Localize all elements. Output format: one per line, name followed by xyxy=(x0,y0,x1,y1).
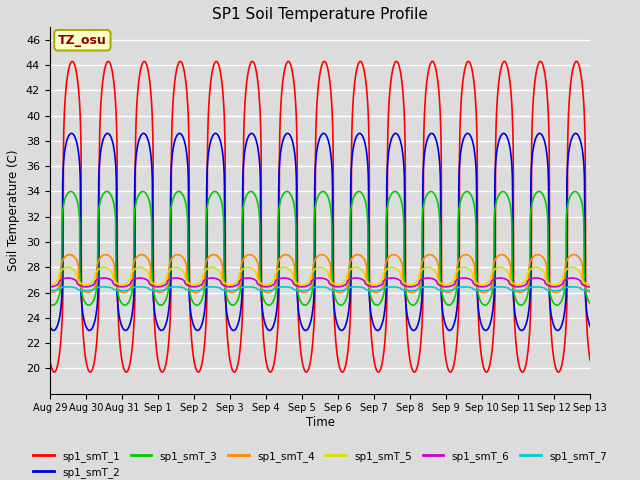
Line: sp1_smT_1: sp1_smT_1 xyxy=(50,61,590,372)
sp1_smT_4 xyxy=(518,289,525,295)
sp1_smT_4 xyxy=(48,289,56,295)
sp1_smT_6 xyxy=(140,276,148,281)
sp1_smT_5 xyxy=(140,265,148,271)
sp1_smT_2 xyxy=(576,136,584,142)
sp1_smT_4 xyxy=(108,256,116,262)
sp1_smT_3 xyxy=(571,189,579,194)
sp1_smT_7 xyxy=(46,288,54,294)
sp1_smT_2 xyxy=(586,324,594,329)
Text: TZ_osu: TZ_osu xyxy=(58,34,107,47)
sp1_smT_7 xyxy=(277,284,285,290)
sp1_smT_6 xyxy=(253,280,261,286)
Line: sp1_smT_6: sp1_smT_6 xyxy=(50,278,590,287)
sp1_smT_7 xyxy=(253,286,261,292)
sp1_smT_2 xyxy=(108,136,116,142)
sp1_smT_2 xyxy=(277,149,285,155)
X-axis label: Time: Time xyxy=(305,416,335,429)
sp1_smT_7 xyxy=(140,284,148,290)
sp1_smT_5 xyxy=(586,282,594,288)
sp1_smT_6 xyxy=(108,277,116,283)
sp1_smT_4 xyxy=(46,289,54,295)
sp1_smT_2 xyxy=(140,131,148,136)
sp1_smT_7 xyxy=(586,288,594,294)
Line: sp1_smT_2: sp1_smT_2 xyxy=(50,133,590,330)
sp1_smT_4 xyxy=(140,252,148,258)
sp1_smT_3 xyxy=(277,197,285,203)
sp1_smT_3 xyxy=(586,300,594,306)
sp1_smT_3 xyxy=(253,198,261,204)
sp1_smT_5 xyxy=(64,264,72,270)
sp1_smT_5 xyxy=(518,281,525,287)
Legend: sp1_smT_1, sp1_smT_2, sp1_smT_3, sp1_smT_4, sp1_smT_5, sp1_smT_6, sp1_smT_7: sp1_smT_1, sp1_smT_2, sp1_smT_3, sp1_smT… xyxy=(29,446,611,480)
sp1_smT_2 xyxy=(46,324,54,329)
sp1_smT_1 xyxy=(140,59,148,64)
sp1_smT_7 xyxy=(576,285,584,291)
Y-axis label: Soil Temperature (C): Soil Temperature (C) xyxy=(8,150,20,271)
sp1_smT_6 xyxy=(586,284,594,290)
sp1_smT_3 xyxy=(576,193,584,199)
sp1_smT_3 xyxy=(518,302,525,308)
sp1_smT_7 xyxy=(108,285,116,291)
sp1_smT_1 xyxy=(46,358,54,363)
sp1_smT_4 xyxy=(570,252,578,258)
sp1_smT_2 xyxy=(518,327,525,333)
sp1_smT_1 xyxy=(253,74,261,80)
Line: sp1_smT_4: sp1_smT_4 xyxy=(50,255,590,292)
sp1_smT_6 xyxy=(46,284,54,290)
sp1_smT_1 xyxy=(108,66,116,72)
Line: sp1_smT_5: sp1_smT_5 xyxy=(50,267,590,285)
sp1_smT_3 xyxy=(49,302,56,308)
sp1_smT_6 xyxy=(518,284,525,289)
sp1_smT_3 xyxy=(108,193,116,199)
sp1_smT_5 xyxy=(277,265,285,271)
sp1_smT_4 xyxy=(586,289,594,295)
sp1_smT_1 xyxy=(573,59,580,64)
Line: sp1_smT_7: sp1_smT_7 xyxy=(50,287,590,291)
sp1_smT_1 xyxy=(576,66,584,72)
sp1_smT_4 xyxy=(277,254,285,260)
sp1_smT_5 xyxy=(108,269,116,275)
Title: SP1 Soil Temperature Profile: SP1 Soil Temperature Profile xyxy=(212,7,428,22)
sp1_smT_5 xyxy=(253,275,261,281)
sp1_smT_1 xyxy=(586,358,594,363)
sp1_smT_3 xyxy=(140,189,148,194)
Line: sp1_smT_3: sp1_smT_3 xyxy=(50,192,590,305)
sp1_smT_5 xyxy=(576,269,584,275)
sp1_smT_2 xyxy=(572,131,580,136)
sp1_smT_1 xyxy=(277,106,285,112)
sp1_smT_1 xyxy=(51,369,58,375)
sp1_smT_5 xyxy=(46,282,54,288)
sp1_smT_4 xyxy=(253,259,261,264)
sp1_smT_6 xyxy=(64,275,72,281)
sp1_smT_6 xyxy=(576,277,584,283)
sp1_smT_2 xyxy=(253,142,261,147)
sp1_smT_2 xyxy=(50,327,58,333)
sp1_smT_1 xyxy=(518,369,525,374)
sp1_smT_7 xyxy=(64,284,72,290)
sp1_smT_4 xyxy=(576,255,584,261)
sp1_smT_6 xyxy=(277,276,285,281)
sp1_smT_7 xyxy=(518,288,525,293)
sp1_smT_3 xyxy=(46,300,54,306)
